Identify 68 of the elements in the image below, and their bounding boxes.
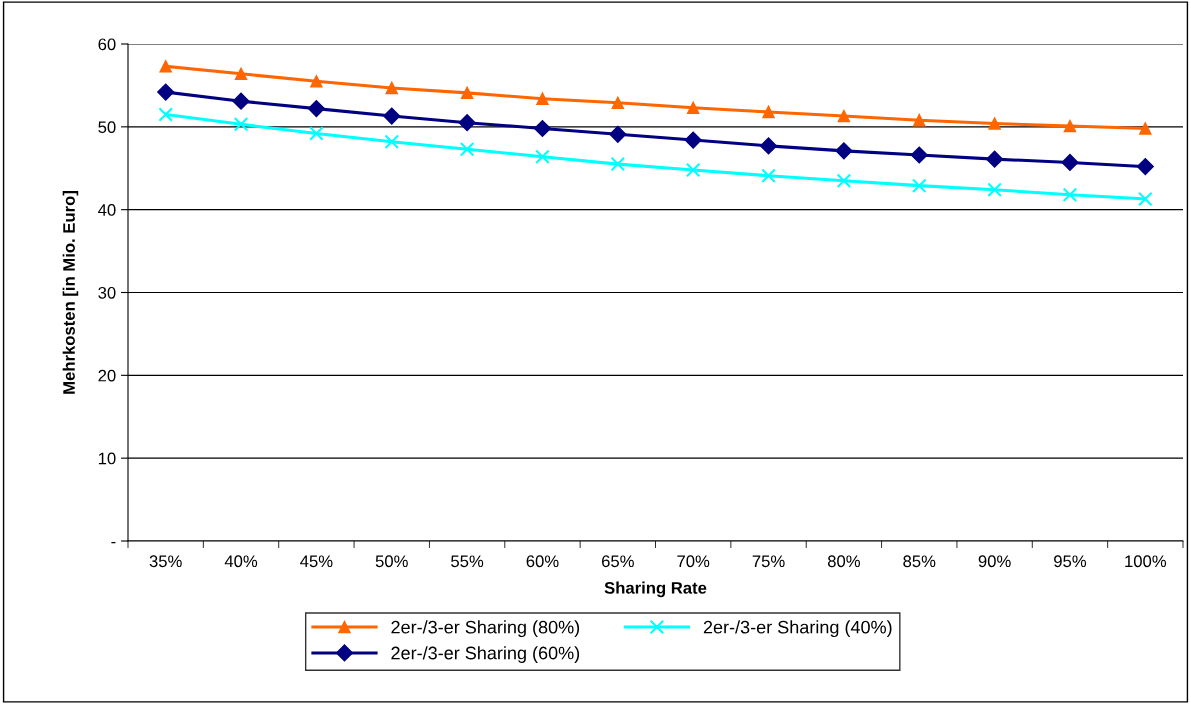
y-tick-label: 40 — [98, 204, 116, 216]
x-tick-label: 50% — [375, 555, 408, 568]
x-tick-label: 100% — [1125, 555, 1167, 568]
y-tick-label: 20 — [98, 369, 116, 382]
point — [309, 126, 324, 141]
x-tick-label: 65% — [601, 555, 634, 568]
point — [536, 92, 549, 105]
point — [762, 105, 775, 119]
x-axis-title: Sharing Rate — [604, 581, 707, 598]
point — [611, 96, 625, 110]
x-tick-label: 70% — [677, 555, 710, 568]
point — [987, 182, 1002, 198]
x-tick-label: 90% — [978, 555, 1011, 568]
y-tick-label: - — [111, 541, 116, 544]
point — [458, 114, 476, 132]
point — [233, 117, 249, 132]
point — [460, 86, 474, 100]
x-tick-label: 95% — [1054, 555, 1087, 568]
point — [232, 92, 250, 110]
point — [385, 81, 399, 95]
x-tick-label: 80% — [827, 555, 860, 568]
x-tick-label: 85% — [903, 555, 936, 568]
y-tick-label: 60 — [98, 38, 116, 51]
legend-label: 2er-/3-er Sharing (60%) — [391, 646, 580, 663]
x-tick-label: 45% — [300, 555, 333, 568]
point — [459, 141, 475, 157]
y-axis-title: Mehrkosten [in Mio. Euro] — [62, 191, 79, 394]
point — [988, 117, 1001, 130]
point — [912, 113, 926, 127]
point — [159, 60, 172, 73]
y-tick-label: 10 — [98, 452, 116, 465]
y-tick-label: 50 — [98, 121, 116, 134]
point — [310, 75, 323, 88]
x-tick-label: 40% — [224, 555, 258, 568]
legend-label: 2er-/3-er Sharing (80%) — [391, 620, 580, 638]
point — [1062, 187, 1078, 203]
point — [610, 156, 626, 172]
point — [1139, 122, 1152, 135]
point — [307, 100, 325, 118]
point — [533, 119, 552, 138]
point — [910, 146, 928, 164]
point — [383, 107, 401, 125]
point — [761, 168, 776, 183]
point — [1063, 119, 1077, 133]
x-tick-label: 35% — [149, 555, 182, 568]
point — [609, 125, 627, 143]
point — [684, 131, 702, 149]
point — [158, 107, 173, 122]
x-tick-label: 75% — [752, 555, 785, 568]
x-tick-label: 55% — [451, 555, 484, 568]
point — [535, 149, 550, 164]
point — [1061, 153, 1079, 172]
point — [837, 109, 851, 123]
point — [384, 134, 400, 150]
legend-label: 2er-/3-er Sharing (40%) — [703, 620, 892, 638]
x-tick-label: 60% — [526, 555, 559, 568]
point — [234, 67, 248, 81]
point — [835, 142, 853, 160]
point — [836, 173, 852, 188]
point — [986, 150, 1004, 168]
y-tick-label: 30 — [98, 286, 116, 299]
point — [911, 178, 927, 193]
point — [1136, 158, 1154, 176]
point — [1138, 191, 1153, 207]
point — [685, 162, 701, 178]
point — [759, 137, 778, 155]
point — [157, 83, 175, 101]
point — [686, 101, 700, 115]
